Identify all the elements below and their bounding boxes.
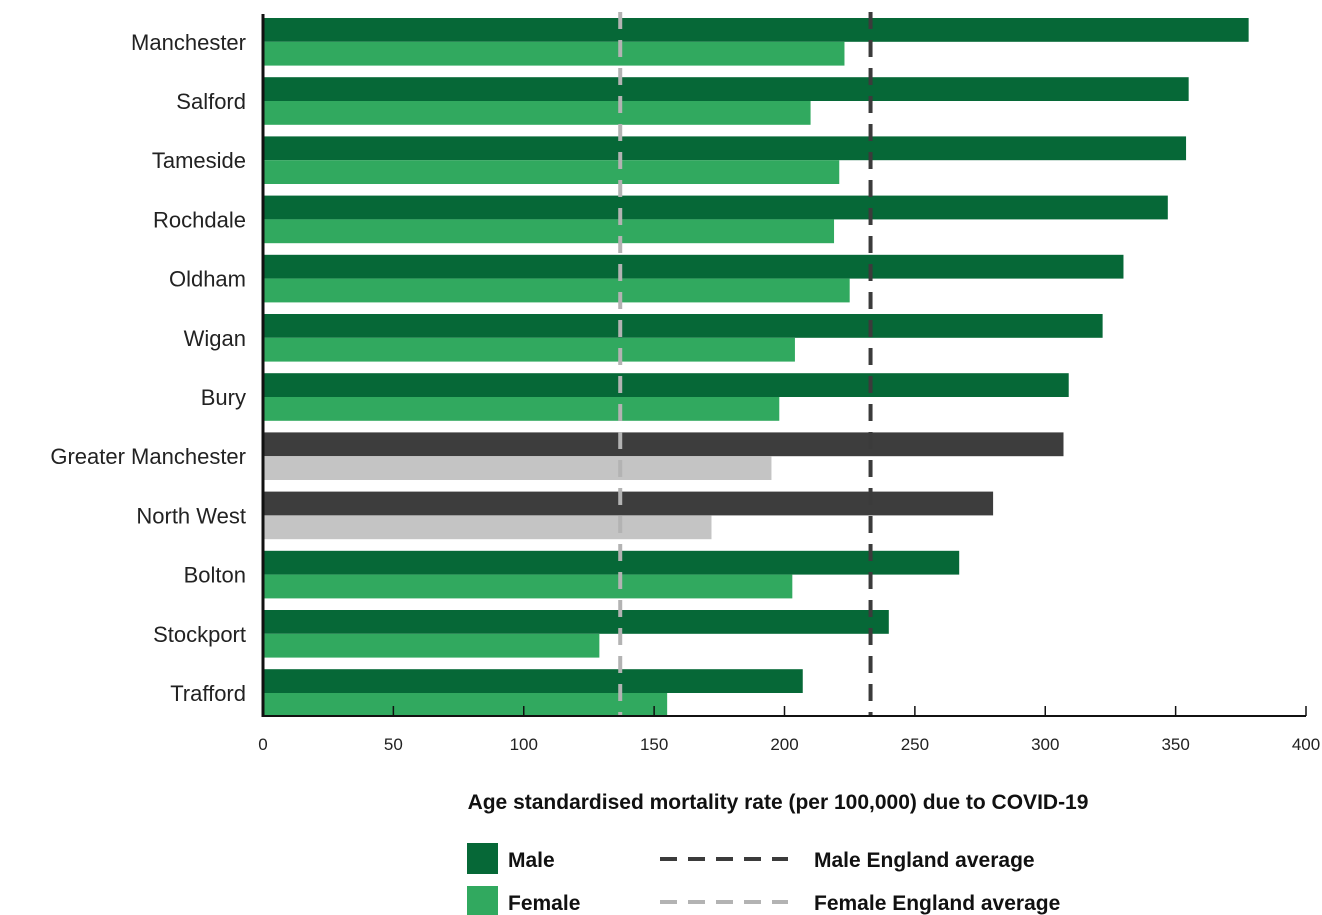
tick-labels-group: 0 50 100 150 200 250 300 350 400 <box>258 735 1320 754</box>
bar-female-manchester <box>263 41 845 66</box>
bar-female-rochdale <box>263 219 835 244</box>
bar-male-bolton <box>263 550 960 575</box>
bar-male-stockport <box>263 610 889 634</box>
x-axis-title: Age standardised mortality rate (per 100… <box>468 791 1089 814</box>
bar-female-stockport <box>263 633 600 658</box>
x-tick-label-0: 0 <box>258 735 267 754</box>
legend: Male Female Male England average Female Eng… <box>467 843 1060 915</box>
bar-male-wigan <box>263 314 1103 338</box>
bar-male-greater-manchester <box>263 432 1064 457</box>
x-tick-label-250: 250 <box>901 735 929 754</box>
legend-swatch-female <box>467 886 498 915</box>
x-tick-label-200: 200 <box>770 735 798 754</box>
legend-label-male: Male <box>508 849 555 872</box>
category-label-trafford: Trafford <box>170 681 246 706</box>
bar-female-oldham <box>263 278 850 303</box>
bar-female-north-west <box>263 515 712 540</box>
legend-label-male-england-average: Male England average <box>814 849 1035 872</box>
axes-group <box>261 14 1307 717</box>
reference-lines-group <box>618 12 873 716</box>
category-label-oldham: Oldham <box>169 267 246 292</box>
bar-male-oldham <box>263 254 1124 279</box>
bar-female-trafford <box>263 693 668 717</box>
x-tick-label-300: 300 <box>1031 735 1059 754</box>
bar-male-salford <box>263 77 1189 101</box>
x-tick-label-50: 50 <box>384 735 403 754</box>
legend-swatch-male <box>467 843 498 874</box>
bar-male-rochdale <box>263 195 1168 220</box>
x-tick-label-400: 400 <box>1292 735 1320 754</box>
legend-label-female-england-average: Female England average <box>814 892 1060 915</box>
bar-male-trafford <box>263 669 803 693</box>
category-labels-group: Manchester Salford Tameside Rochdale Oldham W… <box>50 30 246 706</box>
category-label-greater-manchester: Greater Manchester <box>50 444 246 469</box>
x-tick-label-150: 150 <box>640 735 668 754</box>
category-label-north-west: North West <box>136 503 246 528</box>
category-label-bury: Bury <box>201 385 246 410</box>
legend-label-female: Female <box>508 892 580 915</box>
bar-male-bury <box>263 373 1069 397</box>
category-label-salford: Salford <box>176 89 246 114</box>
bar-female-greater-manchester <box>263 456 772 480</box>
category-label-stockport: Stockport <box>153 622 246 647</box>
bar-male-north-west <box>263 491 994 516</box>
bar-male-manchester <box>263 18 1249 42</box>
category-label-bolton: Bolton <box>184 563 246 588</box>
bar-female-tameside <box>263 160 840 184</box>
bar-male-tameside <box>263 136 1187 161</box>
category-label-rochdale: Rochdale <box>153 207 246 232</box>
bar-female-bury <box>263 397 780 421</box>
category-label-manchester: Manchester <box>131 30 246 55</box>
x-tick-label-350: 350 <box>1161 735 1189 754</box>
category-label-wigan: Wigan <box>184 326 246 351</box>
bar-female-bolton <box>263 574 793 599</box>
category-label-tameside: Tameside <box>152 148 246 173</box>
x-tick-label-100: 100 <box>510 735 538 754</box>
bar-female-wigan <box>263 337 795 362</box>
bar-female-salford <box>263 101 811 125</box>
bars-group <box>263 18 1249 717</box>
